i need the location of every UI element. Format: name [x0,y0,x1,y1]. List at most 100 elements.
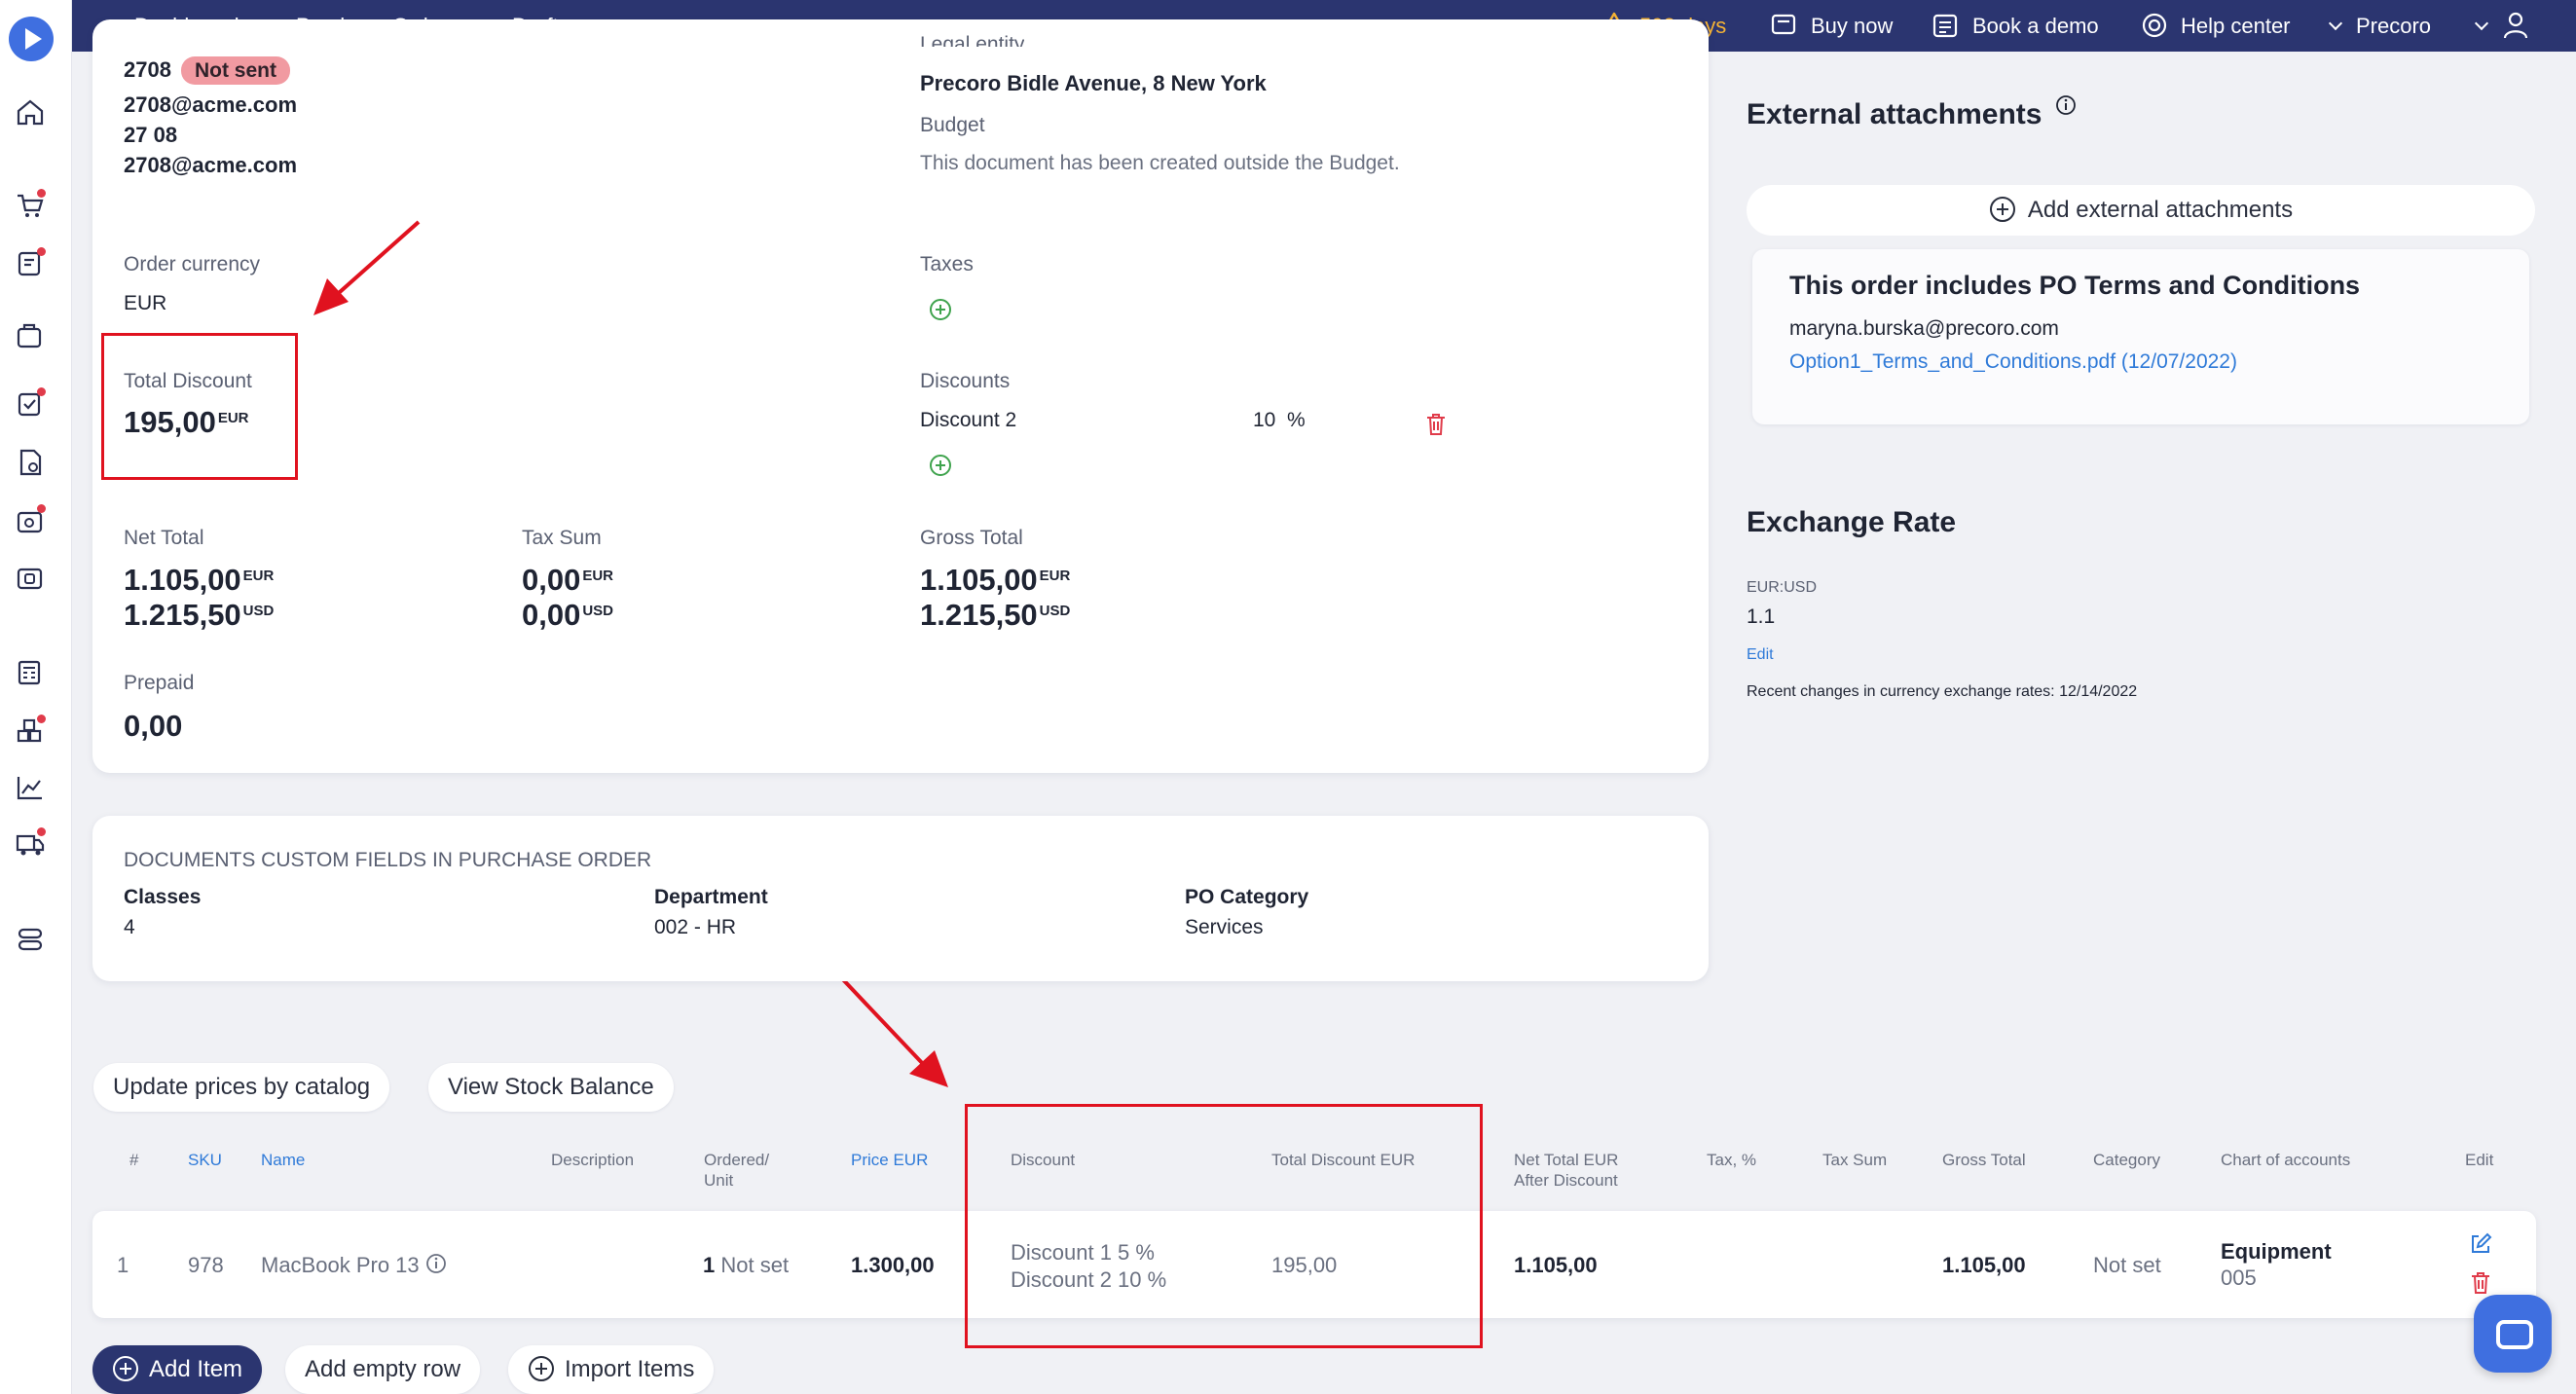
budgets-icon[interactable] [15,658,46,687]
custom-field-department-value: 002 - HR [654,916,737,938]
buy-now-button[interactable]: Buy now [1770,0,1893,52]
row-ordered: 1 Not set [703,1253,790,1277]
precoro-logo-icon[interactable] [9,17,54,61]
external-attachments-title: External attachments [1747,94,2077,131]
sidebar [0,0,72,1394]
integrations-icon[interactable] [15,925,46,954]
book-demo-button[interactable]: Book a demo [1932,0,2099,52]
home-icon[interactable] [15,97,46,127]
row-category: Not set [2093,1253,2161,1277]
add-empty-row-button[interactable]: Add empty row [285,1345,481,1394]
row-chart-code: 005 [2221,1266,2257,1290]
discount-name: Discount 2 [920,409,1017,431]
prepaid-label: Prepaid [124,672,195,694]
calendar-icon [1932,14,1958,38]
custom-field-category-label: PO Category [1185,886,1309,908]
row-gross-total: 1.105,00 [1942,1253,2026,1277]
custom-fields-title: DOCUMENTS CUSTOM FIELDS IN PURCHASE ORDE… [124,849,652,871]
annotation-arrow-icon [835,972,948,1087]
suppliers-icon[interactable] [15,827,46,859]
add-item-button[interactable]: Add Item [92,1345,263,1394]
chat-icon[interactable] [2474,1295,2552,1373]
custom-field-classes-value: 4 [124,916,135,938]
row-name[interactable]: MacBook Pro 13 [261,1253,447,1278]
col-price[interactable]: Price EUR [851,1151,929,1169]
contact-email-secondary: 2708@acme.com [124,153,298,177]
chevron-down-icon [2328,16,2343,31]
total-discount-highlight [101,333,298,480]
gross-total-label: Gross Total [920,527,1023,549]
tax-sum-eur: 0,00 EUR [522,563,614,597]
plus-circle-icon [113,1356,138,1381]
table-row [92,1211,2536,1318]
taxes-label: Taxes [920,253,974,275]
terms-file-link[interactable]: Option1_Terms_and_Conditions.pdf (12/07/… [1789,350,2237,373]
add-external-attachments-button[interactable]: Add external attachments [1747,185,2535,236]
cart-icon[interactable] [15,189,46,220]
col-name[interactable]: Name [261,1151,306,1169]
info-icon[interactable] [425,1253,447,1274]
info-icon[interactable] [2055,94,2077,116]
order-currency-label: Order currency [124,253,261,275]
col-edit: Edit [2465,1151,2494,1169]
expenses-icon[interactable] [15,563,46,592]
order-currency-value: EUR [124,292,167,314]
col-chart-of-accounts: Chart of accounts [2221,1151,2351,1169]
po-summary-card: 2708 Not sent 2708@acme.com 27 08 2708@ac… [92,19,1709,773]
exchange-rate-value: 1.1 [1747,605,1776,628]
tax-sum-label: Tax Sum [522,527,602,549]
row-discounts: Discount 1 5 % Discount 2 10 % [1011,1240,1167,1292]
supplier-contact: 2708 Not sent [124,56,290,85]
terms-title: This order includes PO Terms and Conditi… [1789,271,2361,300]
analytics-icon[interactable] [15,773,46,802]
view-stock-button[interactable]: View Stock Balance [428,1063,674,1112]
col-net-total: Net Total EUR After Discount [1514,1151,1619,1190]
contact-email: 2708@acme.com [124,92,298,117]
add-discount-icon[interactable] [930,455,951,476]
custom-field-category-value: Services [1185,916,1264,938]
cart-icon [1771,14,1796,35]
requests-icon[interactable] [15,247,46,278]
user-menu[interactable] [2474,0,2529,52]
edit-icon[interactable] [2469,1232,2492,1256]
total-discount-label: Total Discount [124,370,252,392]
trash-icon[interactable] [1424,412,1448,437]
row-price: 1.300,00 [851,1253,935,1277]
total-discount-value: 195,00 EUR [124,405,249,439]
inventory-icon[interactable] [15,715,46,746]
net-total-label: Net Total [124,527,204,549]
row-chart-name: Equipment [2221,1239,2332,1264]
currency-pair: EUR:USD [1747,579,1818,596]
plus-circle-icon [1989,197,2015,222]
update-prices-button[interactable]: Update prices by catalog [93,1063,390,1112]
add-tax-icon[interactable] [930,299,951,320]
col-gross-total: Gross Total [1942,1151,2026,1169]
net-total-usd: 1.215,50 USD [124,598,275,632]
col-num: # [129,1151,139,1169]
custom-field-department-label: Department [654,886,768,908]
custom-field-classes-label: Classes [124,886,202,908]
lifebuoy-icon [2142,13,2167,38]
payments-icon[interactable] [15,504,46,535]
company-switcher[interactable]: Precoro [2328,0,2431,52]
purchase-orders-icon[interactable] [15,321,46,350]
row-sku: 978 [188,1253,224,1277]
legal-entity-label: Legal entity [920,33,1025,47]
row-net-total: 1.105,00 [1514,1253,1598,1277]
edit-exchange-link[interactable]: Edit [1747,646,1774,663]
help-center-button[interactable]: Help center [2140,0,2291,52]
terms-email: maryna.burska@precoro.com [1789,317,2059,340]
col-sku[interactable]: SKU [188,1151,222,1169]
invoices-icon[interactable] [15,448,46,477]
gross-total-usd: 1.215,50 USD [920,598,1071,632]
trash-icon[interactable] [2469,1270,2492,1296]
import-items-button[interactable]: Import Items [508,1345,715,1394]
row-num: 1 [117,1253,129,1277]
annotation-arrow-icon [313,220,421,315]
status-badge: Not sent [180,56,290,85]
exchange-recent-changes: Recent changes in currency exchange rate… [1747,683,2138,700]
col-category: Category [2093,1151,2160,1169]
terms-card: This order includes PO Terms and Conditi… [1752,249,2529,424]
receipts-icon[interactable] [15,387,46,419]
discount-value[interactable]: 10 % [1253,409,1306,431]
